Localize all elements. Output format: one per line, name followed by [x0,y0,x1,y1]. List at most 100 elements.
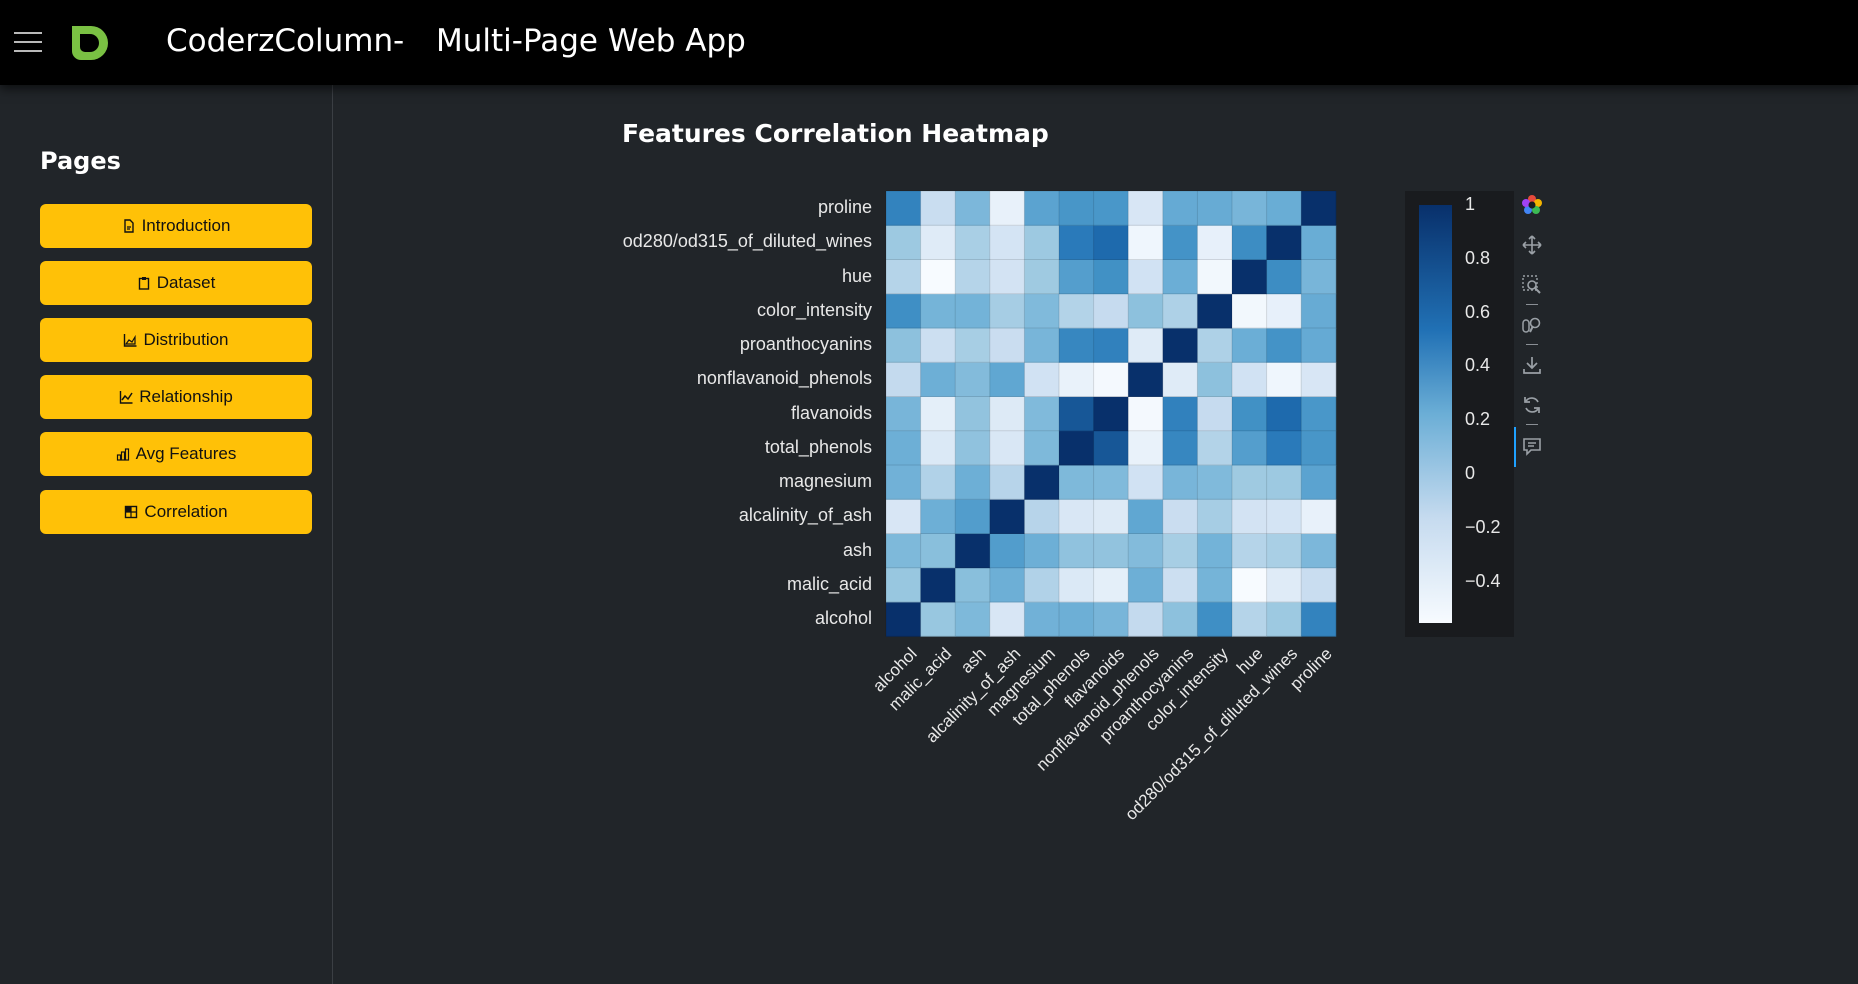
heatmap-cell[interactable] [989,396,1025,432]
heatmap-cell[interactable] [955,430,991,466]
heatmap-cell[interactable] [1232,602,1267,637]
hover-icon[interactable] [1517,431,1547,461]
heatmap-cell[interactable] [1128,293,1164,329]
heatmap-cell[interactable] [955,499,991,534]
heatmap-cell[interactable] [1059,396,1094,432]
nav-button-distribution[interactable]: Distribution [40,318,312,362]
box-zoom-icon[interactable] [1517,270,1547,300]
heatmap-cell[interactable] [920,602,956,637]
heatmap-cell[interactable] [886,602,921,637]
heatmap-cell[interactable] [920,191,956,226]
heatmap-cell[interactable] [989,259,1025,295]
heatmap-cell[interactable] [920,465,956,500]
heatmap-cell[interactable] [989,430,1025,466]
heatmap-cell[interactable] [1059,567,1094,603]
heatmap-cell[interactable] [1266,259,1302,295]
heatmap-cell[interactable] [1128,602,1164,637]
wheel-zoom-icon[interactable] [1517,310,1547,340]
heatmap-cell[interactable] [1197,430,1233,466]
heatmap-cell[interactable] [886,499,921,534]
heatmap-cell[interactable] [1128,430,1164,466]
heatmap-cell[interactable] [1093,499,1129,534]
heatmap-cell[interactable] [1266,430,1302,466]
heatmap-cell[interactable] [989,465,1025,500]
heatmap-cell[interactable] [1301,293,1337,329]
nav-button-relationship[interactable]: Relationship [40,375,312,419]
heatmap-cell[interactable] [955,465,991,500]
heatmap-cell[interactable] [1093,396,1129,432]
heatmap-cell[interactable] [1232,465,1267,500]
heatmap-cell[interactable] [955,293,991,329]
heatmap-cell[interactable] [1162,259,1198,295]
heatmap-cell[interactable] [1197,362,1233,397]
heatmap-cell[interactable] [1024,533,1060,569]
heatmap-cell[interactable] [1024,499,1060,534]
heatmap-cell[interactable] [1093,293,1129,329]
heatmap-cell[interactable] [1093,225,1129,260]
heatmap-cell[interactable] [1232,567,1267,603]
heatmap-cell[interactable] [989,499,1025,534]
heatmap-cell[interactable] [1024,396,1060,432]
heatmap-cell[interactable] [1059,465,1094,500]
heatmap-cell[interactable] [1197,191,1233,226]
heatmap-cell[interactable] [886,533,921,569]
heatmap-cell[interactable] [1093,602,1129,637]
heatmap-cell[interactable] [955,362,991,397]
heatmap-cell[interactable] [1128,191,1164,226]
heatmap-cell[interactable] [1059,430,1094,466]
heatmap-cell[interactable] [1162,328,1198,363]
heatmap-cell[interactable] [1059,328,1094,363]
heatmap-cell[interactable] [1301,602,1337,637]
heatmap-cell[interactable] [1024,430,1060,466]
heatmap-cell[interactable] [1093,430,1129,466]
heatmap-cell[interactable] [1232,430,1267,466]
heatmap-cell[interactable] [886,259,921,295]
heatmap-cell[interactable] [1266,225,1302,260]
heatmap-cell[interactable] [1128,396,1164,432]
heatmap-cell[interactable] [1301,499,1337,534]
heatmap-cell[interactable] [886,328,921,363]
heatmap-cell[interactable] [1266,396,1302,432]
heatmap-cell[interactable] [1059,362,1094,397]
heatmap-cell[interactable] [886,225,921,260]
heatmap-cell[interactable] [1093,191,1129,226]
heatmap-cell[interactable] [1128,499,1164,534]
heatmap-cell[interactable] [1197,602,1233,637]
heatmap-cell[interactable] [1197,465,1233,500]
heatmap-cell[interactable] [955,328,991,363]
heatmap-cell[interactable] [955,396,991,432]
heatmap-cell[interactable] [1197,396,1233,432]
heatmap-cell[interactable] [886,396,921,432]
heatmap-cell[interactable] [1059,293,1094,329]
heatmap-cell[interactable] [1232,225,1267,260]
heatmap-cell[interactable] [1266,328,1302,363]
heatmap-cell[interactable] [1059,225,1094,260]
heatmap-cell[interactable] [1301,533,1337,569]
heatmap-cell[interactable] [1162,191,1198,226]
heatmap-cell[interactable] [1093,533,1129,569]
heatmap-cell[interactable] [1024,225,1060,260]
heatmap-cell[interactable] [1301,567,1337,603]
heatmap-cell[interactable] [1059,191,1094,226]
heatmap-cell[interactable] [920,533,956,569]
heatmap-cell[interactable] [920,362,956,397]
heatmap-cell[interactable] [920,293,956,329]
heatmap-cell[interactable] [1128,362,1164,397]
heatmap-cell[interactable] [1162,499,1198,534]
heatmap-cell[interactable] [1093,465,1129,500]
heatmap-cell[interactable] [1162,430,1198,466]
heatmap-cell[interactable] [1232,191,1267,226]
heatmap-cell[interactable] [1266,567,1302,603]
heatmap-cell[interactable] [1059,533,1094,569]
heatmap-cell[interactable] [1024,362,1060,397]
heatmap-cell[interactable] [1301,259,1337,295]
heatmap-cell[interactable] [1024,328,1060,363]
heatmap-cell[interactable] [1266,533,1302,569]
heatmap-cell[interactable] [1197,533,1233,569]
heatmap-cell[interactable] [920,567,956,603]
hamburger-menu-icon[interactable] [14,30,44,54]
heatmap-cell[interactable] [1197,328,1233,363]
heatmap-cell[interactable] [1301,191,1337,226]
heatmap-cell[interactable] [1128,465,1164,500]
heatmap-cell[interactable] [1093,259,1129,295]
